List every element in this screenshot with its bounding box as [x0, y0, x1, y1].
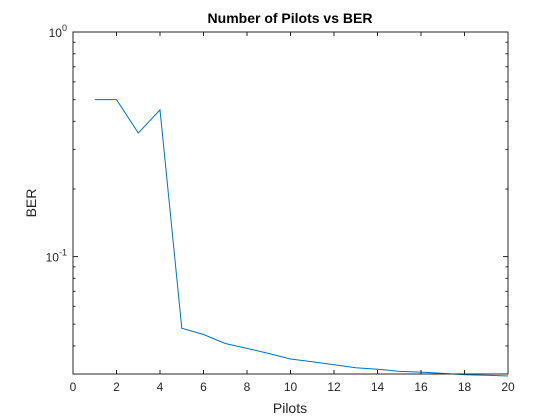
- x-tick-label: 4: [157, 380, 164, 394]
- x-tick-label: 20: [501, 380, 515, 394]
- plot-area: [73, 32, 508, 374]
- y-tick-label: 100: [49, 23, 67, 40]
- x-tick-label: 2: [113, 380, 120, 394]
- x-tick-label: 16: [414, 380, 428, 394]
- x-tick-label: 10: [284, 380, 298, 394]
- y-axis-label: BER: [23, 189, 39, 218]
- x-tick-label: 6: [200, 380, 207, 394]
- chart-title: Number of Pilots vs BER: [208, 10, 373, 26]
- axes-box: [72, 31, 509, 375]
- x-tick-label: 14: [371, 380, 385, 394]
- x-tick-label: 0: [70, 380, 77, 394]
- x-axis-label: Pilots: [273, 400, 307, 416]
- x-tick-label: 18: [458, 380, 472, 394]
- x-tick-label: 8: [244, 380, 251, 394]
- x-axis-ticks: 0 2 4 6 8 10 12 14 16 18 20: [70, 32, 515, 394]
- x-tick-label: 12: [327, 380, 341, 394]
- y-tick-label: 10-1: [46, 248, 67, 265]
- series-line-1: [94, 99, 509, 377]
- series-lines: [94, 99, 509, 377]
